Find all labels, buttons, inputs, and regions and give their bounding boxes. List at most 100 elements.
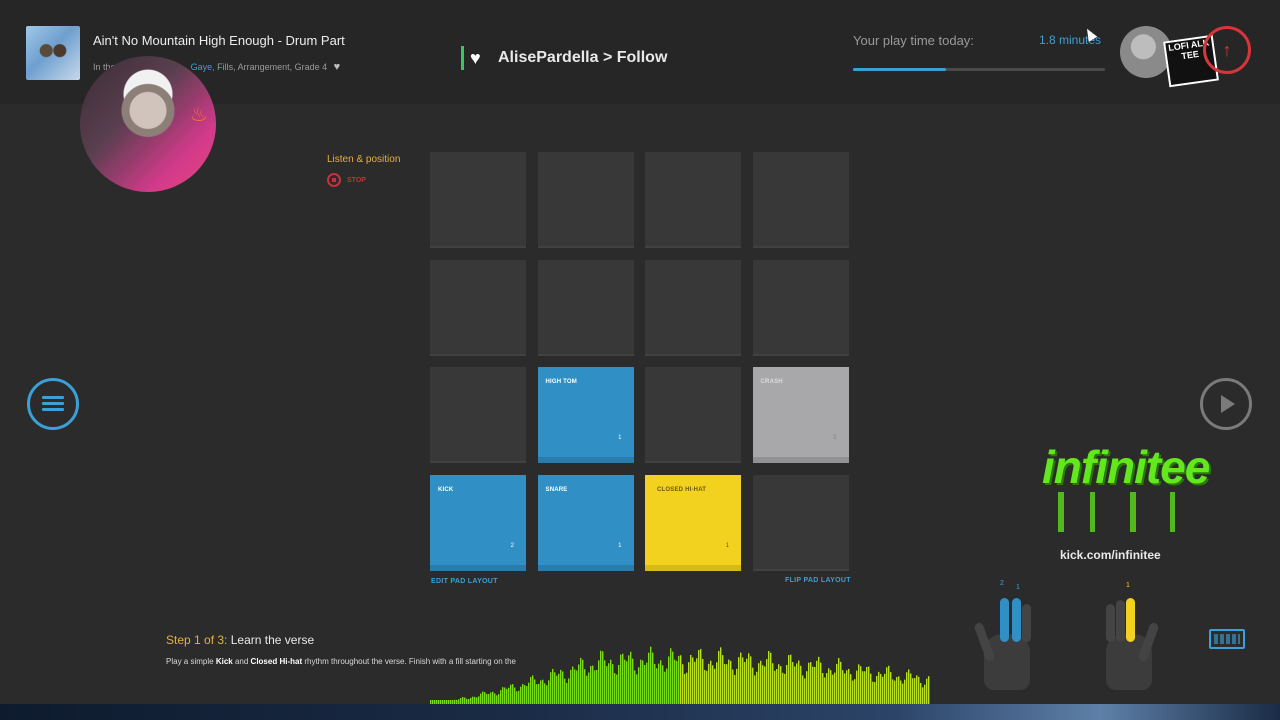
right-middle-finger: [1116, 600, 1125, 642]
waveform-bar: [712, 665, 714, 704]
upload-button[interactable]: ↑: [1203, 26, 1251, 74]
waveform-bar: [714, 668, 716, 704]
waveform-bar: [662, 665, 664, 704]
waveform-bar: [836, 663, 838, 704]
drum-pad-empty[interactable]: [537, 259, 634, 356]
waveform-bar: [680, 655, 682, 704]
waveform-bar: [584, 669, 586, 704]
waveform-bar: [620, 654, 622, 704]
waveform-bar: [862, 671, 864, 704]
drum-pad-empty[interactable]: [430, 367, 526, 463]
waveform-bar: [458, 699, 460, 704]
drum-pad-crash[interactable]: CRASH 2: [752, 367, 849, 463]
waveform-bar: [806, 671, 808, 704]
waveform-bar: [664, 671, 666, 704]
waveform-bar: [682, 664, 684, 704]
waveform-bar: [524, 685, 526, 704]
waveform-bar: [446, 700, 448, 704]
waveform-bar: [626, 661, 628, 704]
streamer-follow-banner[interactable]: ♥ AlisePardella > Follow: [461, 46, 667, 70]
waveform-bar: [732, 669, 734, 704]
waveform-bar: [882, 676, 884, 704]
playtime-progress-fill: [853, 68, 947, 71]
flip-pad-layout-link[interactable]: FLIP PAD LAYOUT: [785, 577, 851, 584]
waveform-bar: [822, 673, 824, 704]
pad-label: CRASH: [760, 379, 783, 385]
drum-pad-empty[interactable]: [430, 259, 526, 356]
drum-pad-empty[interactable]: [645, 152, 741, 248]
waveform-bar: [790, 654, 792, 704]
waveform-bar: [900, 680, 902, 704]
waveform-bar: [512, 684, 514, 704]
waveform-bar: [568, 678, 570, 704]
song-sub-prefix: In the: [93, 62, 116, 72]
waveform-bar: [794, 666, 796, 704]
drum-pad-high-tom[interactable]: HIGH TOM 1: [537, 367, 634, 463]
waveform-bar: [704, 669, 706, 704]
waveform-bar: [706, 670, 708, 704]
waveform-bar: [468, 699, 470, 704]
waveform-bar: [886, 667, 888, 704]
webcam-overlay: ♨: [80, 56, 216, 192]
waveform-bar: [634, 670, 636, 704]
waveform-bar: [440, 700, 442, 704]
waveform-bar: [536, 684, 538, 704]
drum-pad-empty[interactable]: [430, 152, 526, 248]
waveform-bar: [646, 662, 648, 704]
list-icon: [42, 396, 64, 412]
waveform-bar: [552, 668, 554, 704]
play-icon: [1221, 395, 1235, 413]
waveform-bar: [768, 650, 770, 704]
pad-label: HIGH TOM: [545, 379, 577, 385]
drum-pad-closed-hi-hat[interactable]: CLOSED HI-HAT 1: [645, 474, 741, 571]
song-artist-link[interactable]: Gaye,: [190, 62, 215, 72]
flame-icon: ♨: [190, 104, 208, 126]
waveform-bar: [884, 673, 886, 704]
waveform-bar: [694, 661, 696, 704]
waveform-bar: [622, 653, 624, 704]
drum-pad-empty[interactable]: [752, 259, 849, 356]
waveform-bar: [466, 698, 468, 704]
keyboard-icon[interactable]: [1209, 629, 1245, 649]
menu-button[interactable]: [27, 378, 79, 430]
waveform-bar: [896, 677, 898, 704]
waveform-bar: [598, 660, 600, 704]
waveform-bar: [852, 680, 854, 704]
user-avatar[interactable]: [1120, 26, 1172, 78]
waveform-bar: [590, 665, 592, 704]
play-button[interactable]: [1200, 378, 1252, 430]
stop-button[interactable]: STOP: [327, 173, 366, 187]
waveform-bar: [762, 665, 764, 704]
favorite-heart-icon[interactable]: ♥: [333, 61, 341, 73]
waveform-bar: [770, 652, 772, 704]
drum-pad-snare[interactable]: SNARE 1: [537, 474, 634, 571]
waveform-bar: [556, 675, 558, 704]
album-art[interactable]: [26, 26, 80, 80]
waveform-bar: [572, 666, 574, 704]
waveform-bar: [846, 670, 848, 704]
waveform-bar: [804, 678, 806, 704]
waveform-bar: [576, 670, 578, 704]
waveform-bar: [476, 697, 478, 704]
drum-pad-empty[interactable]: [752, 152, 849, 248]
waveform-bar: [628, 655, 630, 704]
waveform-bar: [508, 687, 510, 704]
playtime-value: 1.8 minutes: [1039, 33, 1102, 47]
drum-pad-empty[interactable]: [645, 259, 741, 356]
drum-pad-kick[interactable]: KICK 2: [430, 474, 526, 571]
drum-pad-empty[interactable]: [645, 367, 741, 463]
waveform-bar: [926, 678, 928, 704]
waveform-bar: [644, 664, 646, 704]
heart-icon: ♥: [470, 48, 481, 68]
drum-pad-empty[interactable]: [752, 474, 849, 571]
left-palm: [984, 634, 1030, 690]
edit-pad-layout-link[interactable]: EDIT PAD LAYOUT: [431, 578, 498, 585]
waveform-bar: [832, 674, 834, 704]
right-hand-icon: 1: [1092, 582, 1162, 690]
waveform-bar: [518, 690, 520, 704]
pad-finger-number: 1: [618, 542, 622, 549]
drum-pad-empty[interactable]: [537, 152, 634, 248]
waveform-bar: [580, 657, 582, 704]
waveform-bar: [654, 663, 656, 704]
streamer-name: AlisePardella > Follow: [498, 49, 668, 66]
